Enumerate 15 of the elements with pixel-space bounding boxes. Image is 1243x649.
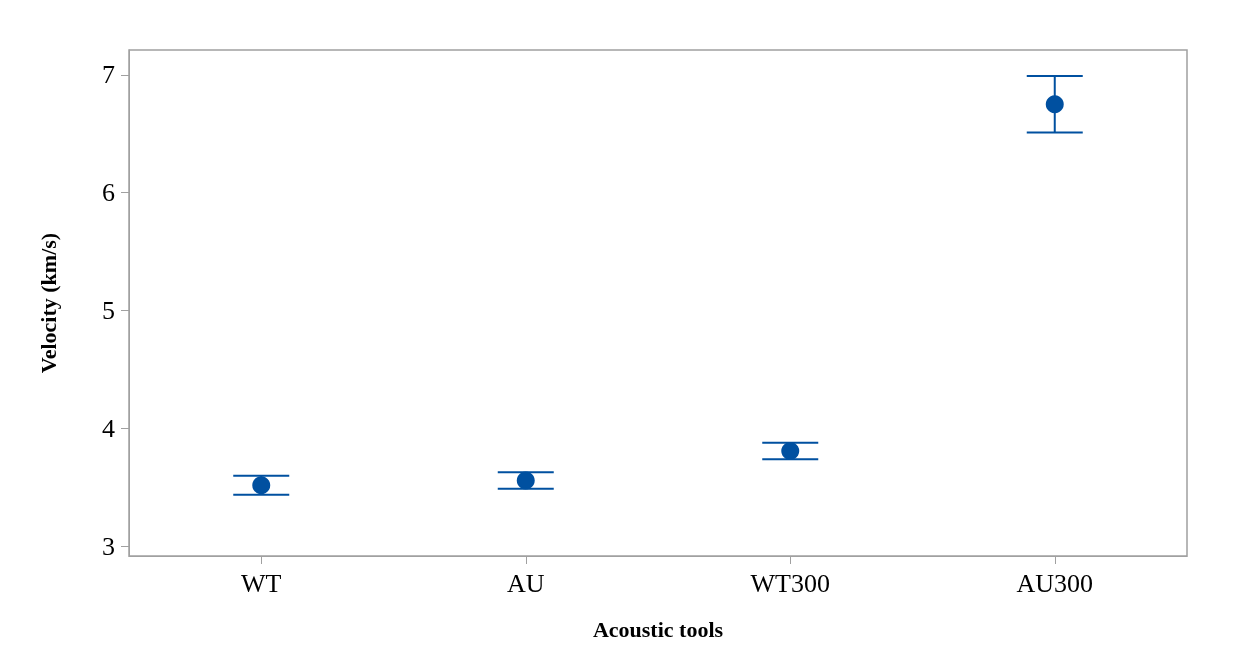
x-tick-label: AU300 (1016, 568, 1094, 598)
x-axis-title: Acoustic tools (592, 616, 724, 642)
y-tick-label: 3 (102, 532, 115, 562)
y-tick-label: 5 (102, 296, 115, 326)
point (781, 442, 800, 461)
y-tick-label: 6 (102, 178, 115, 208)
point (516, 471, 535, 490)
x-tick-label: WT300 (750, 568, 830, 598)
x-tick-label: WT (241, 568, 282, 598)
y-tick-label: 4 (102, 414, 115, 444)
y-axis-title: Velocity (km/s) (35, 232, 61, 374)
x-tick-label: AU (506, 568, 545, 598)
point (252, 476, 271, 495)
y-tick-label: 7 (102, 60, 115, 90)
point (1045, 95, 1064, 114)
